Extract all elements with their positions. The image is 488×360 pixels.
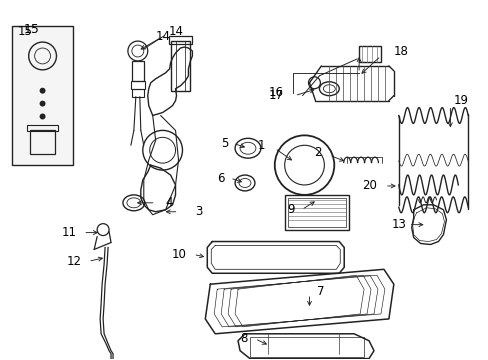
Bar [132,89,143,96]
Text: 10: 10 [171,248,186,261]
Text: 1: 1 [257,139,264,152]
Text: 15: 15 [24,23,40,36]
Circle shape [40,113,45,120]
Text: 11: 11 [61,226,76,239]
Text: 19: 19 [452,94,468,107]
Text: 15: 15 [18,24,33,38]
Text: 2: 2 [313,146,321,159]
Text: 16: 16 [268,86,283,99]
Text: 6: 6 [216,171,224,185]
Text: 9: 9 [286,203,294,216]
Text: 14: 14 [168,24,183,38]
Text: 8: 8 [240,332,247,345]
Text: 3: 3 [195,205,203,218]
Bar [132,61,143,81]
Text: 7: 7 [317,285,324,298]
Text: 20: 20 [361,179,376,193]
Bar [12,26,73,165]
Bar [358,46,380,62]
Text: 13: 13 [391,218,406,231]
Bar [27,125,59,131]
Text: 14: 14 [156,30,171,42]
Bar [284,195,348,230]
Circle shape [40,100,45,107]
Bar [168,36,192,44]
Circle shape [40,88,45,94]
Bar [131,81,144,89]
Bar [249,337,364,357]
Text: 18: 18 [393,45,408,58]
Bar [30,130,55,154]
Text: 17: 17 [268,89,283,102]
Bar [287,198,346,227]
Bar [170,41,190,91]
Text: 4: 4 [165,196,173,209]
Text: 5: 5 [220,137,228,150]
Text: 12: 12 [66,255,81,268]
